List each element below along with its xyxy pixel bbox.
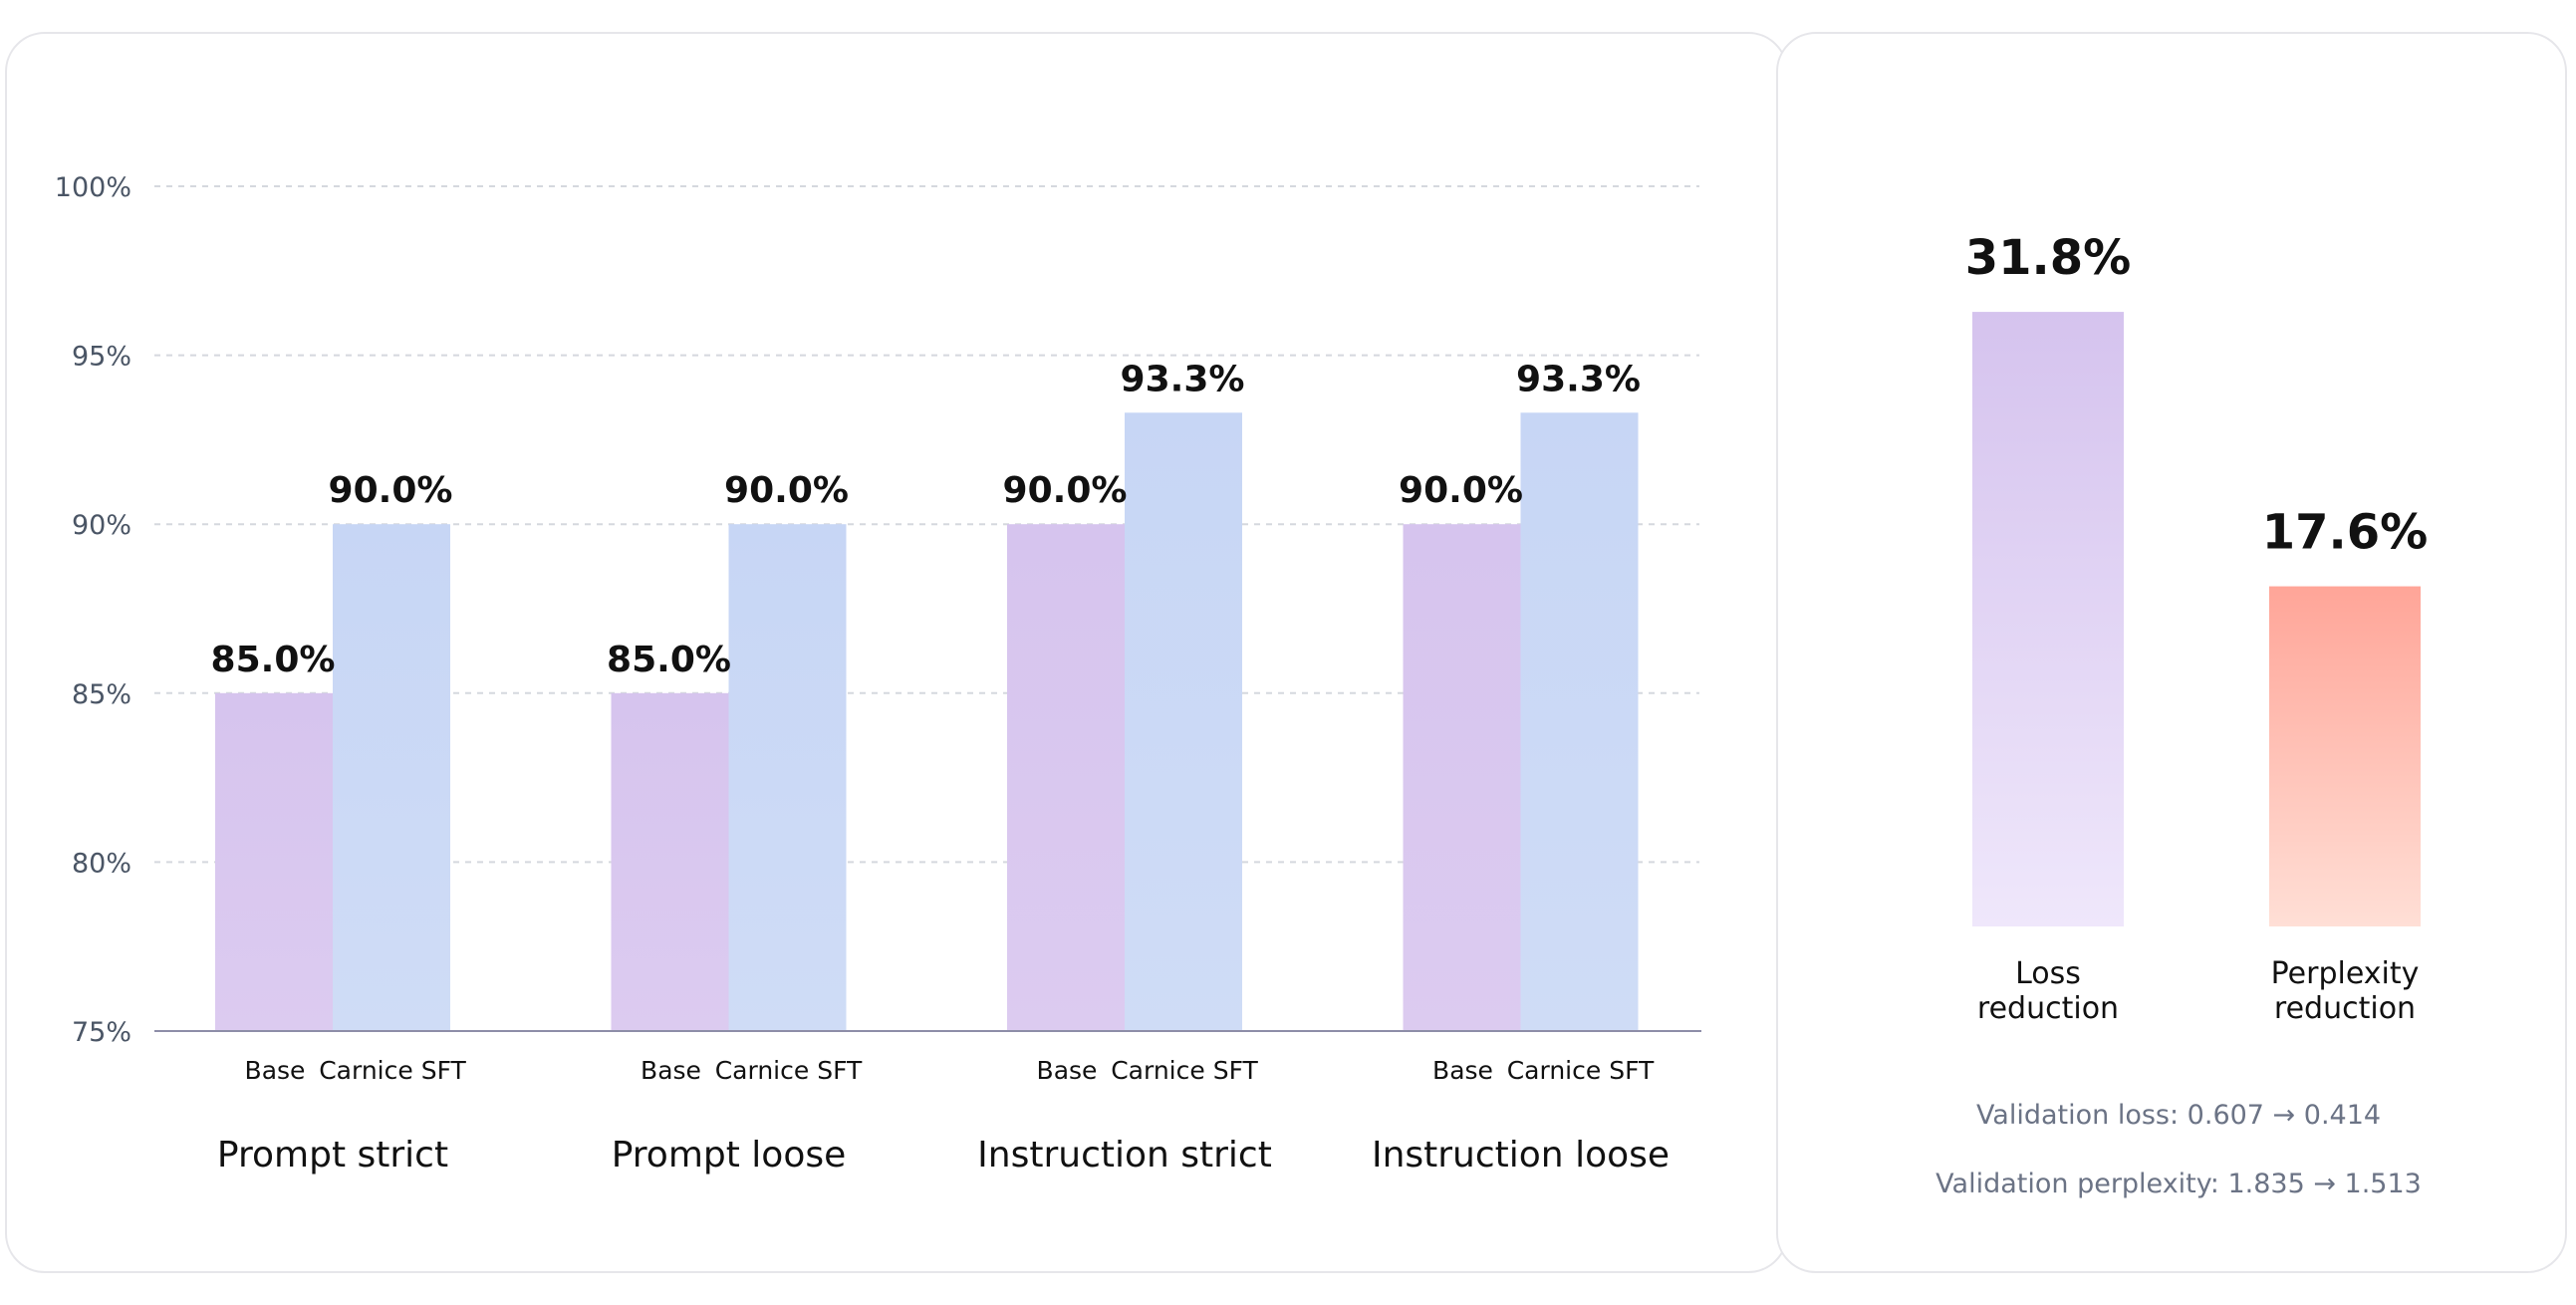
axis: 75% 80% 85% 90% 95% 100% (55, 172, 1701, 1048)
bar-base (611, 692, 729, 1031)
series-tick-label: Carnice SFT (1111, 1056, 1258, 1085)
bar-carnice-sft (1520, 412, 1639, 1031)
bar-value-label: 93.3% (1121, 359, 1245, 399)
reduction-value-label: 17.6% (2262, 505, 2429, 561)
y-tick-label: 85% (72, 679, 131, 710)
category-label: Instruction loose (1372, 1135, 1670, 1175)
metric-label-word: Perplexity (2271, 956, 2420, 991)
bar-carnice-sft (1125, 412, 1242, 1031)
series-tick-label: Base (1432, 1056, 1493, 1085)
perplexity-reduction-bar (2269, 586, 2421, 926)
bars (215, 412, 1639, 1031)
series-tick-label: Base (245, 1056, 306, 1085)
metric-label: Loss reduction (1977, 956, 2119, 1026)
series-tick-label: Base (1037, 1056, 1098, 1085)
category-label: Prompt loose (612, 1135, 847, 1175)
bar-base (215, 692, 333, 1031)
bar-value-label: 90.0% (1399, 470, 1523, 511)
series-tick-label: Base (641, 1056, 701, 1085)
validation-perplexity-note: Validation perplexity: 1.835 → 1.513 (1935, 1169, 2422, 1199)
y-tick-label: 100% (55, 172, 131, 203)
y-tick-label: 90% (72, 510, 131, 541)
bar-value-label: 90.0% (329, 470, 453, 511)
loss-reduction-bar (1972, 312, 2124, 927)
bar-base (1007, 524, 1125, 1031)
bar-value-label: 85.0% (211, 640, 336, 680)
category-label: Prompt strict (217, 1135, 448, 1175)
reduction-panel (1776, 32, 2567, 1273)
bar-carnice-sft (728, 524, 847, 1031)
bar-value-label: 90.0% (1003, 470, 1128, 511)
y-tick-label: 75% (72, 1017, 131, 1048)
category-label: Instruction strict (977, 1135, 1272, 1175)
metric-label-word: reduction (1977, 991, 2119, 1026)
metric-label: Perplexity reduction (2271, 956, 2420, 1026)
bar-carnice-sft (333, 524, 450, 1031)
labels: 85.0% Base 90.0% Carnice SFT Prompt strict 85… (211, 359, 1670, 1175)
y-tick-label: 80% (72, 848, 131, 879)
metric-label-word: Loss (2015, 956, 2081, 991)
bar-value-label: 93.3% (1516, 359, 1641, 399)
y-tick-label: 95% (72, 342, 131, 373)
bar-value-label: 85.0% (607, 640, 731, 680)
series-tick-label: Carnice SFT (1507, 1056, 1655, 1085)
reduction-value-label: 31.8% (1965, 230, 2132, 286)
bar-value-label: 90.0% (724, 470, 849, 511)
validation-loss-note: Validation loss: 0.607 → 0.414 (1976, 1100, 2381, 1131)
metric-label-word: reduction (2274, 991, 2416, 1026)
series-tick-label: Carnice SFT (715, 1056, 863, 1085)
bar-base (1403, 524, 1521, 1031)
series-tick-label: Carnice SFT (319, 1056, 466, 1085)
